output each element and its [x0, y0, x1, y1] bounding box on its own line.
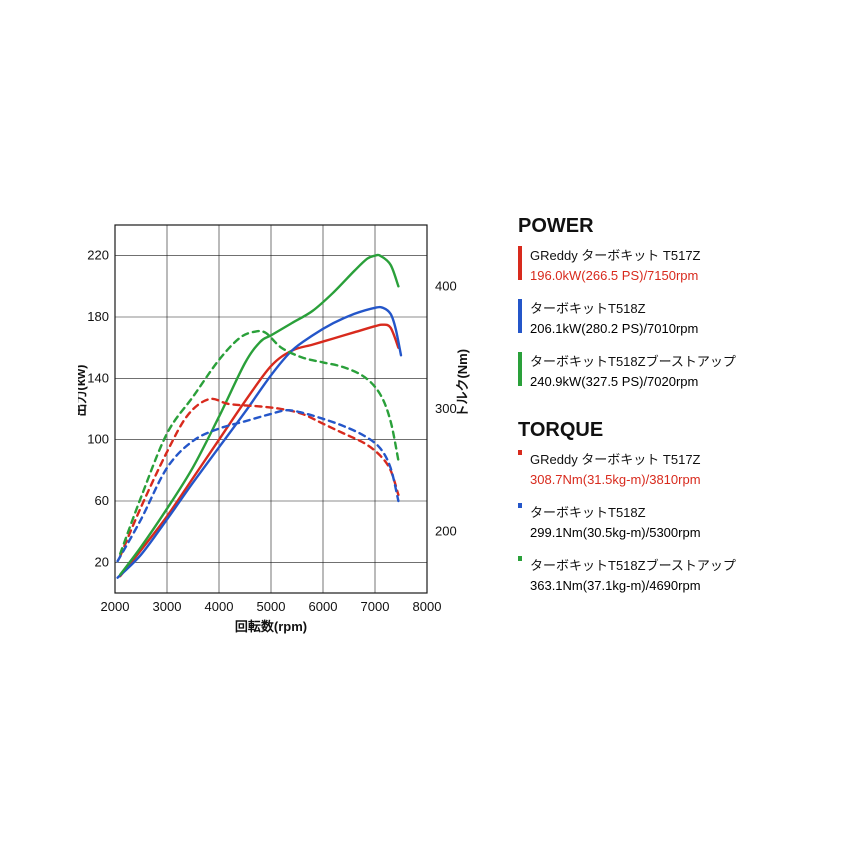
legend: POWER GReddy ターボキット T517Z196.0kW(266.5 P… — [518, 215, 818, 655]
legend-item: GReddy ターボキット T517Z196.0kW(266.5 PS)/715… — [518, 246, 818, 285]
legend-item-value: 206.1kW(280.2 PS)/7010rpm — [530, 319, 698, 339]
y-left-tick-label: 140 — [87, 370, 109, 385]
legend-item-value: 363.1Nm(37.1kg-m)/4690rpm — [530, 576, 736, 596]
series-torque_green — [120, 331, 398, 554]
legend-item: ターボキットT518Z299.1Nm(30.5kg-m)/5300rpm — [518, 503, 818, 542]
legend-swatch — [518, 450, 522, 484]
legend-item-name: GReddy ターボキット T517Z — [530, 246, 701, 266]
series-torque_blue — [118, 410, 399, 561]
legend-item-name: ターボキットT518Zブーストアップ — [530, 556, 736, 576]
power-section-title: POWER — [518, 215, 818, 238]
legend-power-list: GReddy ターボキット T517Z196.0kW(266.5 PS)/715… — [518, 246, 818, 391]
y-left-tick-label: 20 — [95, 554, 109, 569]
x-tick-label: 6000 — [309, 599, 338, 614]
legend-item: GReddy ターボキット T517Z308.7Nm(31.5kg-m)/381… — [518, 450, 818, 489]
y-left-tick-label: 100 — [87, 432, 109, 447]
chart-svg: 2000 3000 4000 5000 6000 7000 8000 20 60 100 140 18… — [78, 215, 478, 655]
legend-item: ターボキットT518Z206.1kW(280.2 PS)/7010rpm — [518, 299, 818, 338]
series-power_red — [120, 325, 398, 577]
y-right-tick-label: 400 — [435, 278, 457, 293]
legend-swatch — [518, 503, 522, 537]
legend-item-name: ターボキットT518Z — [530, 503, 701, 523]
x-tick-label: 3000 — [153, 599, 182, 614]
legend-swatch — [518, 556, 522, 590]
y-left-tick-label: 220 — [87, 248, 109, 263]
legend-item-name: ターボキットT518Zブーストアップ — [530, 352, 736, 372]
torque-section-title: TORQUE — [518, 419, 818, 442]
x-tick-label: 4000 — [205, 599, 234, 614]
legend-item-value: 196.0kW(266.5 PS)/7150rpm — [530, 266, 701, 286]
legend-item: ターボキットT518Zブーストアップ240.9kW(327.5 PS)/7020… — [518, 352, 818, 391]
legend-item-name: ターボキットT518Z — [530, 299, 698, 319]
y-left-axis-title: 出力(kw) — [78, 365, 88, 417]
x-axis-title: 回転数(rpm) — [235, 619, 307, 634]
x-tick-label: 8000 — [413, 599, 442, 614]
x-tick-label: 7000 — [361, 599, 390, 614]
y-right-axis-title: トルク(Nm) — [455, 349, 470, 418]
legend-item-value: 308.7Nm(31.5kg-m)/3810rpm — [530, 470, 701, 490]
series-power_blue — [118, 307, 401, 578]
legend-item-value: 240.9kW(327.5 PS)/7020rpm — [530, 372, 736, 392]
y-right-tick-label: 200 — [435, 524, 457, 539]
legend-item: ターボキットT518Zブーストアップ363.1Nm(37.1kg-m)/4690… — [518, 556, 818, 595]
legend-swatch — [518, 352, 522, 386]
legend-item-value: 299.1Nm(30.5kg-m)/5300rpm — [530, 523, 701, 543]
y-right-tick-label: 300 — [435, 401, 457, 416]
dyno-chart: 2000 3000 4000 5000 6000 7000 8000 20 60 100 140 18… — [78, 215, 478, 655]
y-left-tick-label: 60 — [95, 493, 109, 508]
x-tick-label: 5000 — [257, 599, 286, 614]
legend-swatch — [518, 246, 522, 280]
legend-torque-list: GReddy ターボキット T517Z308.7Nm(31.5kg-m)/381… — [518, 450, 818, 595]
legend-swatch — [518, 299, 522, 333]
legend-item-name: GReddy ターボキット T517Z — [530, 450, 701, 470]
x-tick-label: 2000 — [101, 599, 130, 614]
y-left-tick-label: 180 — [87, 309, 109, 324]
